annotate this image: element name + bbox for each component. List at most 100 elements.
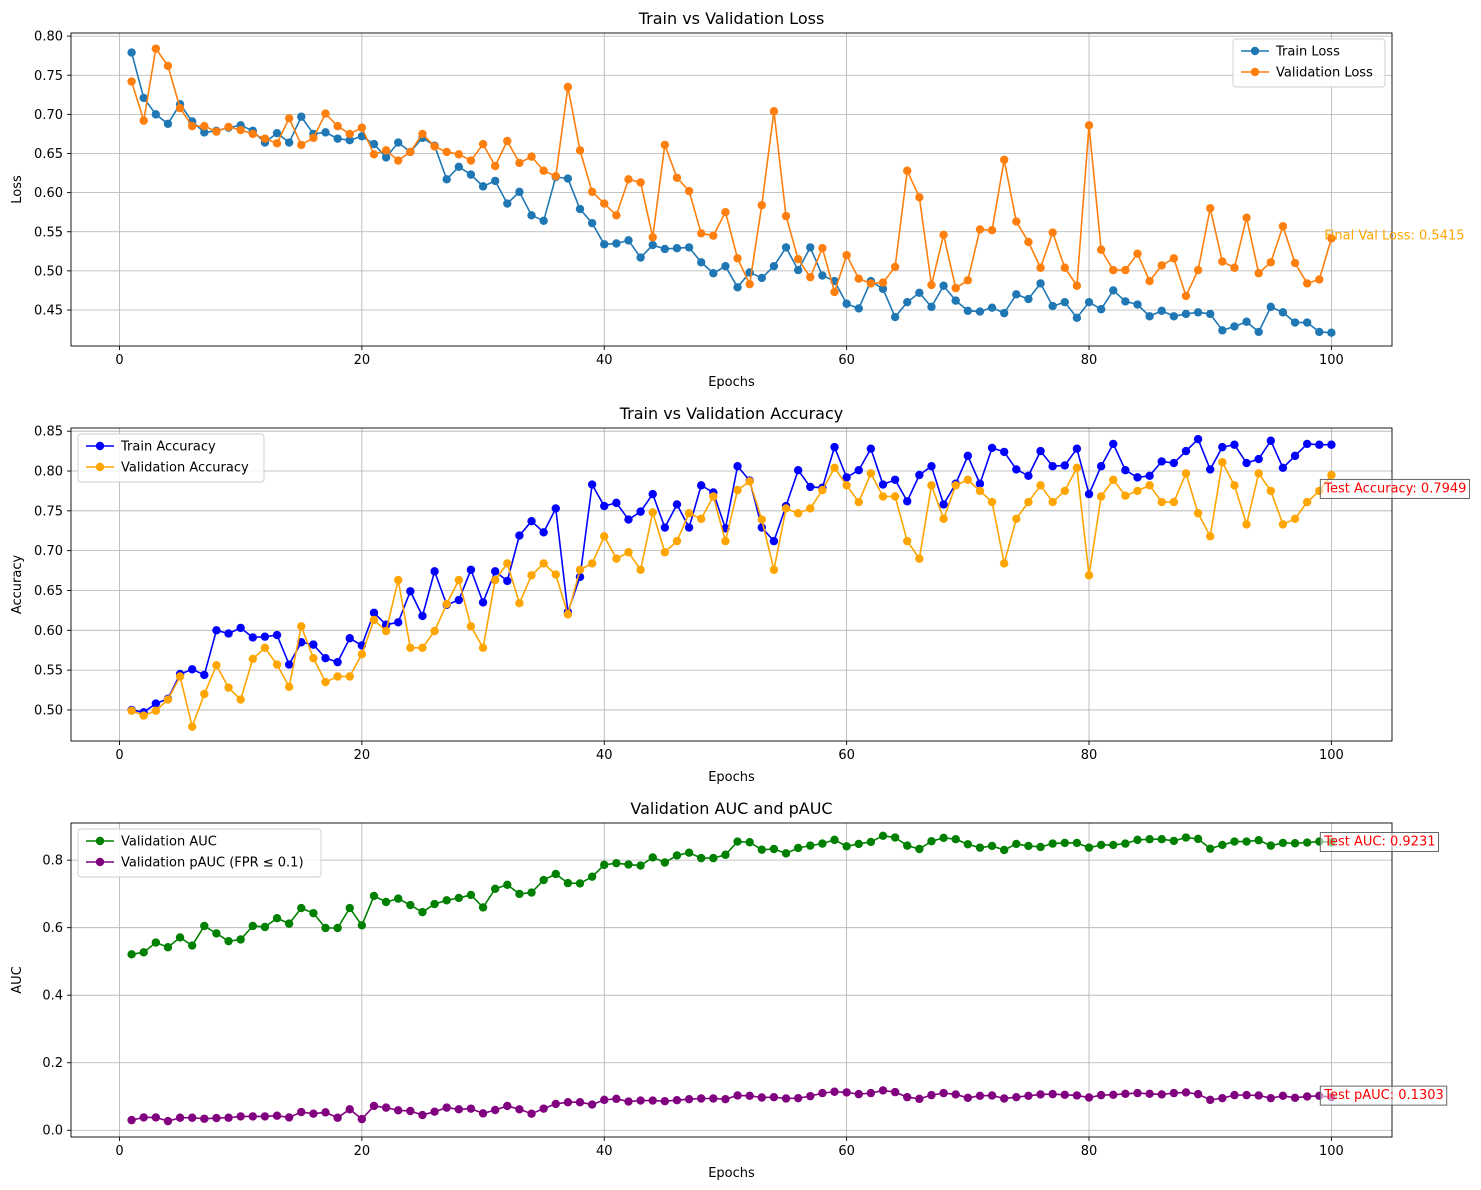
data-point <box>1266 486 1276 496</box>
data-point <box>600 860 609 870</box>
data-point <box>272 660 282 669</box>
data-point <box>430 142 439 151</box>
data-point <box>769 565 779 574</box>
data-point <box>163 695 173 704</box>
data-point <box>1048 839 1057 848</box>
y-tick-label: 0.6 <box>42 921 63 936</box>
data-point <box>672 500 682 509</box>
data-point <box>951 1090 960 1099</box>
data-point <box>418 643 427 653</box>
data-point <box>466 890 476 900</box>
data-point <box>830 463 839 473</box>
y-tick-label: 0.60 <box>34 624 63 639</box>
data-point <box>975 307 985 316</box>
data-point <box>563 82 573 92</box>
data-point <box>1218 326 1227 335</box>
data-point <box>430 626 439 636</box>
data-point <box>575 879 585 888</box>
data-point <box>345 129 354 139</box>
data-point <box>769 536 779 546</box>
data-point <box>672 1095 682 1105</box>
data-point <box>733 254 742 263</box>
data-point <box>442 175 451 184</box>
y-tick-label: 0.80 <box>34 465 63 480</box>
data-point <box>672 173 682 182</box>
data-point <box>878 284 888 294</box>
data-point <box>975 479 985 488</box>
annotation-text: Test pAUC: 0.1303 <box>1323 1088 1443 1103</box>
data-point <box>309 1109 318 1118</box>
legend-label: Train Loss <box>1275 45 1340 60</box>
data-point <box>587 187 597 197</box>
data-point <box>1109 286 1118 295</box>
data-point <box>490 161 500 171</box>
data-point <box>478 182 488 191</box>
data-point <box>890 312 900 322</box>
data-point <box>636 178 645 187</box>
data-point <box>1278 1091 1288 1101</box>
data-point <box>818 1088 827 1098</box>
data-point <box>333 121 342 131</box>
data-point <box>515 889 524 899</box>
data-point <box>187 1113 197 1122</box>
y-tick-label: 0.2 <box>42 1056 63 1071</box>
data-point <box>587 480 597 489</box>
chart-title: Train vs Validation Loss <box>638 9 825 28</box>
data-point <box>648 489 657 499</box>
data-point <box>963 276 973 285</box>
data-point <box>697 229 706 238</box>
data-point <box>430 899 439 909</box>
data-point <box>1048 497 1057 507</box>
data-point <box>1072 281 1082 290</box>
data-point <box>1193 308 1203 317</box>
data-point <box>272 1111 282 1120</box>
data-point <box>418 1110 427 1120</box>
data-point <box>1084 489 1094 499</box>
data-point <box>127 48 136 57</box>
data-point <box>503 199 512 208</box>
data-point <box>624 175 633 184</box>
data-point <box>139 93 148 103</box>
data-point <box>1133 835 1142 845</box>
data-point <box>818 243 827 253</box>
data-point <box>612 554 621 563</box>
data-point <box>721 850 730 859</box>
data-point <box>563 610 573 619</box>
data-point <box>1206 532 1215 541</box>
data-point <box>1072 444 1082 453</box>
data-point <box>187 121 197 131</box>
data-point <box>224 683 233 692</box>
data-point <box>236 125 245 135</box>
data-point <box>272 630 282 640</box>
data-point <box>684 1094 694 1104</box>
data-point <box>672 851 682 860</box>
data-point <box>806 243 815 252</box>
data-point <box>757 273 766 283</box>
data-point <box>127 77 136 86</box>
data-point <box>854 466 863 475</box>
data-point <box>139 116 148 125</box>
data-point <box>236 935 245 944</box>
data-point <box>357 921 367 930</box>
data-point <box>963 306 973 315</box>
data-point <box>1206 309 1215 319</box>
data-point <box>575 1098 585 1107</box>
x-tick-label: 100 <box>1319 1144 1344 1159</box>
data-point <box>151 44 161 53</box>
data-point <box>842 1088 851 1097</box>
data-point <box>793 466 803 475</box>
data-point <box>333 923 342 933</box>
data-point <box>1290 514 1300 523</box>
data-point <box>200 1114 209 1123</box>
data-point <box>1266 436 1276 445</box>
data-point <box>648 233 657 242</box>
data-point <box>333 657 342 667</box>
data-point <box>575 565 585 574</box>
data-point <box>1254 1091 1263 1100</box>
data-point <box>430 567 439 576</box>
data-point <box>1290 1093 1300 1103</box>
annotation-box <box>1319 478 1470 499</box>
data-point <box>757 200 766 210</box>
data-point <box>866 837 876 847</box>
data-point <box>139 948 148 957</box>
